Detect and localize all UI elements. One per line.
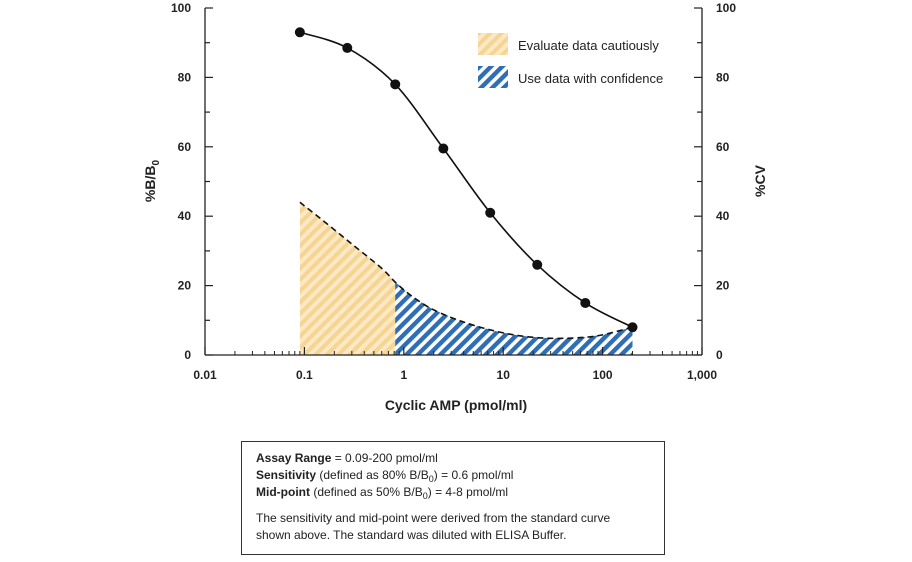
y-left-tick-label: 100: [171, 1, 191, 15]
cv-dashed-line: [299, 201, 633, 340]
y-left-tick-label: 60: [178, 140, 192, 154]
x-tick-label: 1,000: [687, 368, 717, 382]
legend: Evaluate data cautiously Use data with c…: [478, 33, 663, 88]
bb0-point: [532, 259, 543, 270]
y-right-tick-label: 40: [716, 209, 730, 223]
x-tick-label: 100: [593, 368, 613, 382]
bb0-point: [342, 42, 353, 53]
region-evaluate-cautiously: [299, 202, 396, 355]
assay-range-label: Assay Range: [256, 451, 332, 465]
midpoint-line: Mid-point (defined as 50% B/B0) = 4-8 pm…: [256, 484, 650, 501]
y-right-tick-label: 100: [716, 1, 736, 15]
y-right-tick-label: 60: [716, 140, 730, 154]
bb0-point: [627, 322, 638, 333]
midpoint-pre: (defined as 50% B/B: [309, 485, 423, 499]
midpoint-sub: 0: [422, 491, 428, 501]
bb0-curve-line: [299, 31, 633, 328]
bb0-point: [438, 143, 449, 154]
midpoint-label: Mid-point: [256, 485, 310, 499]
chart: 0.01 0.1 1 10 100 1,000 0 0 20 20 40 40 60 60 80 80 100 1…: [142, 1, 768, 413]
note-line-1: The sensitivity and mid-point were deriv…: [256, 511, 611, 525]
y-left-tick-label: 80: [178, 70, 192, 84]
assay-range-line: Assay Range = 0.09-200 pmol/ml: [256, 450, 650, 467]
bb0-point: [485, 207, 496, 218]
y-right-tick-label: 80: [716, 70, 730, 84]
y-axis-title-left-base: %B/B: [142, 166, 158, 203]
region-use-with-confidence: [395, 282, 633, 355]
midpoint-post: ) = 4-8 pmol/ml: [427, 485, 509, 499]
note-line-2: shown above. The standard was diluted wi…: [256, 528, 567, 542]
x-axis-title: Cyclic AMP (pmol/ml): [385, 397, 527, 413]
legend-label-caution: Evaluate data cautiously: [518, 38, 659, 53]
sensitivity-pre: (defined as 80% B/B: [316, 468, 429, 482]
x-tick-label: 0.01: [193, 368, 217, 382]
bb0-points: [294, 27, 638, 333]
y-axis-title-right: %CV: [752, 164, 768, 197]
axes: [204, 8, 703, 356]
sensitivity-post: ) = 0.6 pmol/ml: [433, 468, 514, 482]
y-left-tick-label: 0: [184, 348, 191, 362]
ticks: 0.01 0.1 1 10 100 1,000 0 0 20 20 40 40 60 60 80 80 100 1…: [171, 1, 736, 382]
y-left-tick-label: 40: [178, 209, 192, 223]
y-axis-title-left: %B/B0: [142, 160, 162, 203]
x-tick-label: 10: [497, 368, 511, 382]
bb0-point: [580, 297, 591, 308]
legend-label-confidence: Use data with confidence: [518, 71, 663, 86]
y-left-tick-label: 20: [178, 279, 192, 293]
x-tick-label: 1: [400, 368, 407, 382]
assay-info-box: Assay Range = 0.09-200 pmol/ml Sensitivi…: [241, 441, 665, 555]
y-axis-title-left-sub: 0: [151, 160, 162, 166]
bb0-point: [390, 79, 401, 90]
y-right-tick-label: 0: [716, 348, 723, 362]
y-right-tick-label: 20: [716, 279, 730, 293]
bb0-point: [294, 27, 305, 38]
x-tick-label: 0.1: [296, 368, 313, 382]
assay-range-value: = 0.09-200 pmol/ml: [331, 451, 438, 465]
legend-swatch-confidence: [478, 66, 508, 88]
sensitivity-sub: 0: [428, 474, 434, 484]
sensitivity-line: Sensitivity (defined as 80% B/B0) = 0.6 …: [256, 467, 650, 484]
sensitivity-label: Sensitivity: [256, 468, 317, 482]
legend-swatch-caution: [478, 33, 508, 55]
